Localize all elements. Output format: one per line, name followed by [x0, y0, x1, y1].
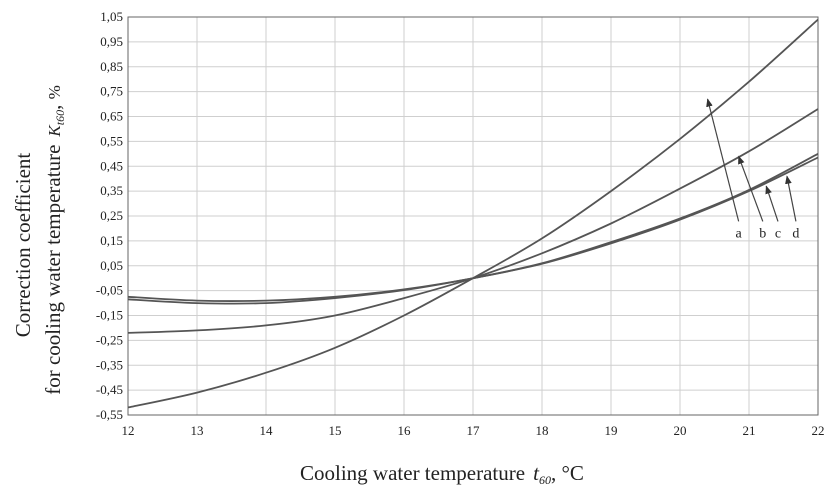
x-tick-label-18: 18 [536, 423, 549, 438]
plot-frame [127, 16, 819, 416]
y-axis-title-line2-text: for cooling water temperature [41, 145, 65, 395]
x-axis-subscript: 60 [539, 473, 551, 487]
x-tick-label-17: 17 [467, 423, 481, 438]
annotation-label-a: a [736, 226, 743, 241]
y-tick-label-13: -0,25 [96, 332, 123, 347]
y-tick-labels: 1,05 0,95 0,85 0,75 0,65 0,55 0,45 0,35 0,25 0,15… [96, 9, 123, 422]
y-tick-label-2: 0,85 [100, 59, 123, 74]
x-tick-label-16: 16 [398, 423, 412, 438]
x-tick-label-13: 13 [191, 423, 204, 438]
y-axis-subscript: t60 [53, 110, 67, 125]
x-axis-unit: °C [561, 461, 583, 485]
x-axis-title: Cooling water temperature t60, °C [300, 461, 584, 487]
y-axis-title-line1: Correction coefficient [11, 153, 35, 338]
y-tick-label-12: -0,15 [96, 308, 123, 323]
y-tick-label-14: -0,35 [96, 357, 123, 372]
annotation-label-d: d [792, 226, 799, 241]
y-tick-label-1: 0,95 [100, 34, 123, 49]
y-tick-label-5: 0,55 [100, 133, 123, 148]
y-tick-label-9: 0,15 [100, 233, 123, 248]
y-axis-unit: % [45, 85, 64, 99]
y-tick-label-0: 1,05 [100, 9, 123, 24]
y-tick-label-4: 0,65 [100, 109, 123, 124]
x-tick-label-22: 22 [812, 423, 825, 438]
x-axis-title-text: Cooling water temperature [300, 461, 525, 485]
annotation-arrow-a [706, 98, 740, 222]
annotation-arrow-d [785, 175, 797, 222]
x-tick-labels: 12 13 14 15 16 17 18 19 20 21 22 [122, 423, 825, 438]
x-tick-label-21: 21 [743, 423, 756, 438]
y-tick-label-16: -0,55 [96, 407, 123, 422]
y-tick-label-8: 0,25 [100, 208, 123, 223]
y-tick-label-11: -0,05 [96, 283, 123, 298]
grid [127, 16, 819, 416]
annotation-label-b: b [759, 226, 766, 241]
y-tick-label-3: 0,75 [100, 84, 123, 99]
y-tick-label-7: 0,35 [100, 183, 123, 198]
y-axis-title-line2: for cooling water temperatureKt60, % [41, 85, 67, 395]
x-tick-label-19: 19 [605, 423, 618, 438]
annotation-label-c: c [775, 226, 781, 241]
y-tick-label-6: 0,45 [100, 158, 123, 173]
series-line-d [127, 156, 819, 305]
y-tick-label-10: 0,05 [100, 258, 123, 273]
annotation-arrow-b [738, 155, 764, 222]
curves [127, 18, 819, 409]
annotation-arrow-c [765, 185, 779, 222]
y-axis-symbol: K [45, 124, 64, 138]
x-tick-label-14: 14 [260, 423, 274, 438]
x-tick-label-15: 15 [329, 423, 342, 438]
y-tick-label-15: -0,45 [96, 382, 123, 397]
x-tick-label-12: 12 [122, 423, 135, 438]
x-axis-symbol: t [533, 461, 540, 485]
x-tick-label-20: 20 [674, 423, 687, 438]
series-line-a [127, 18, 819, 409]
